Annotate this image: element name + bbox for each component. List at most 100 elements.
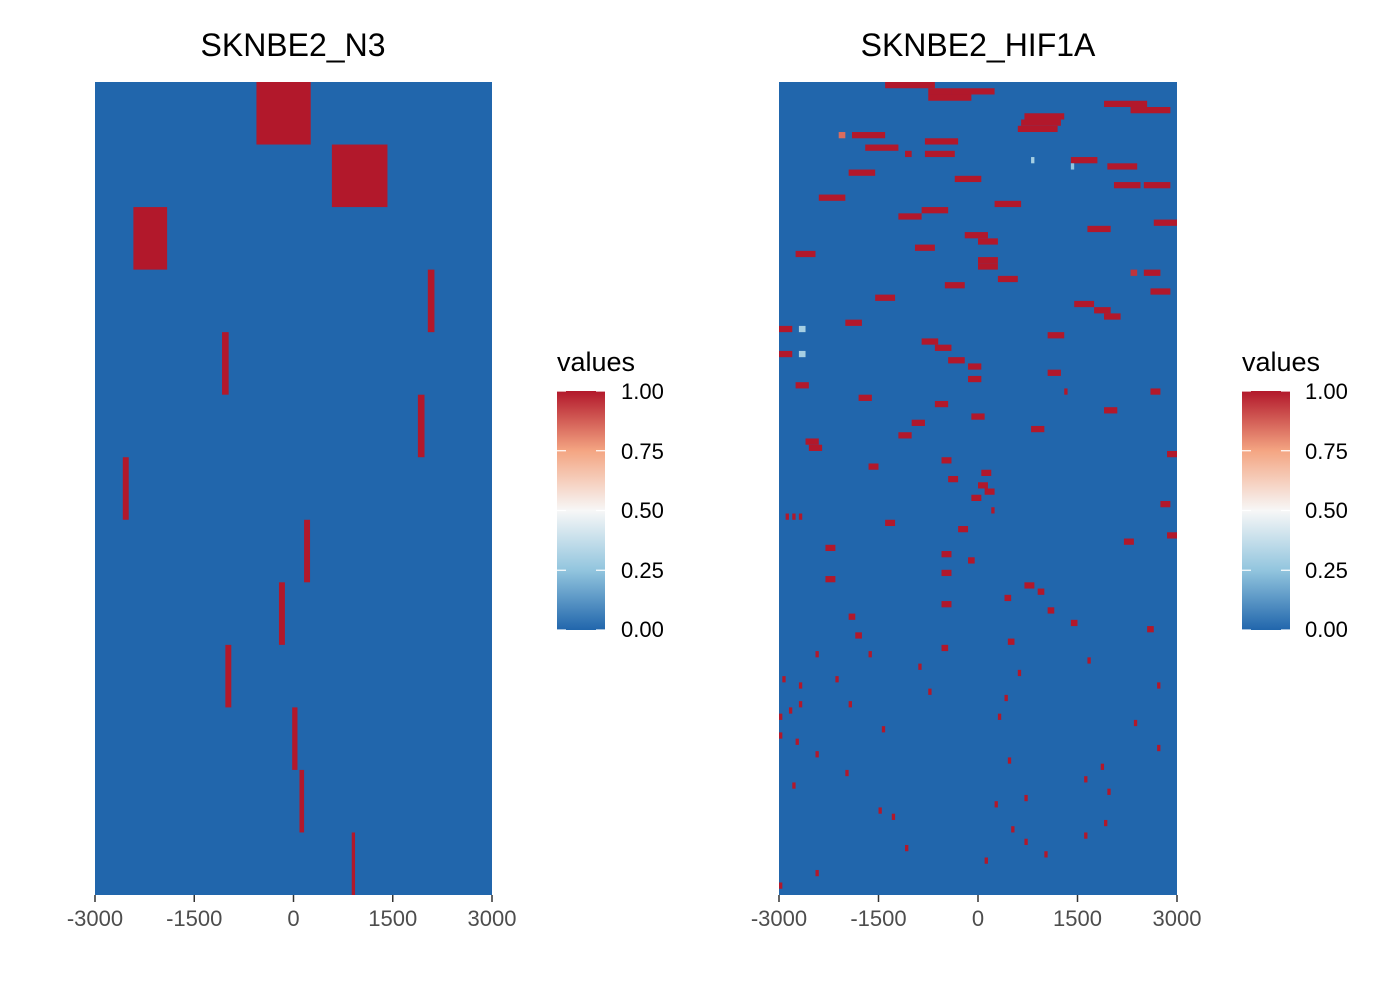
heatmap-cell — [868, 463, 879, 470]
heatmap-cell — [792, 513, 796, 520]
heatmap-cell — [845, 319, 862, 326]
heatmap-cell — [1104, 819, 1108, 827]
heatmap-cell — [815, 651, 819, 658]
heatmap-cell — [994, 801, 998, 808]
x-tick-label: -1500 — [166, 906, 222, 931]
heatmap-cell — [1064, 388, 1068, 395]
heatmap-cell — [818, 194, 846, 201]
heatmap-cell — [304, 519, 311, 583]
heatmap-cell — [928, 88, 952, 95]
x-tick-label: 3000 — [1153, 906, 1202, 931]
heatmap-cell — [968, 557, 975, 564]
x-tick-label: -3000 — [67, 906, 123, 931]
heatmap-cell — [978, 238, 998, 245]
heatmap-cell — [878, 807, 882, 814]
heatmap-cell — [928, 94, 972, 101]
heatmap-cell — [1143, 269, 1161, 276]
legend-label: 0.25 — [1305, 558, 1348, 583]
heatmap-cell — [798, 682, 803, 689]
heatmap-cell — [1024, 838, 1028, 845]
heatmap-cell — [1130, 107, 1171, 114]
heatmap-cell — [971, 413, 985, 420]
heatmap-cell — [427, 269, 435, 333]
heatmap-cell — [968, 363, 982, 370]
heatmap-cell — [1070, 619, 1078, 627]
heatmap-cell — [798, 513, 803, 520]
heatmap-cell — [1047, 369, 1061, 376]
x-axis: -3000 -1500 0 1500 3000 — [751, 895, 1202, 931]
heatmap-cell — [1104, 100, 1148, 108]
heatmap-cell — [417, 394, 425, 458]
heatmap-cell — [1157, 744, 1161, 752]
heatmap-cell — [785, 513, 789, 520]
panel-title: SKNBE2_HIF1A — [861, 27, 1096, 63]
heatmap-cell — [1021, 119, 1061, 126]
heatmap-cell — [1037, 588, 1045, 595]
x-tick-label: -1500 — [850, 906, 906, 931]
heatmap-cell — [851, 132, 886, 139]
legend-label: 0.25 — [621, 558, 664, 583]
heatmap-cell — [1024, 794, 1028, 802]
heatmap-cell — [944, 282, 965, 289]
heatmap-cell — [868, 651, 872, 658]
heatmap-cell — [1017, 669, 1022, 677]
heatmap-cell — [968, 375, 982, 383]
heatmap-cell — [1024, 582, 1035, 589]
heatmap-cell — [984, 857, 988, 864]
heatmap-cell — [885, 519, 896, 527]
legend-ticks — [557, 390, 605, 631]
heatmap-cell — [858, 394, 872, 401]
heatmap-cell — [222, 332, 229, 395]
heatmap-cell — [881, 726, 886, 733]
heatmap-cell — [1044, 851, 1048, 858]
panel-sknbe2-n3: SKNBE2_N3 -3000 -1500 0 1500 3000 — [67, 27, 517, 931]
x-tick-label: 3000 — [468, 906, 517, 931]
heatmap-cell — [1087, 225, 1111, 233]
legend-label: 1.00 — [621, 379, 664, 404]
heatmap-cell — [133, 207, 168, 270]
heatmap-cell — [1047, 607, 1055, 614]
heatmap-cell — [934, 400, 949, 408]
heatmap-cell — [122, 457, 129, 520]
heatmap-cell — [795, 738, 799, 745]
heatmap-cell — [1130, 269, 1138, 276]
heatmap-cell — [997, 275, 1018, 283]
legend-label: 0.00 — [621, 617, 664, 642]
heatmap-cell — [885, 82, 935, 89]
heatmap-cell — [798, 325, 806, 333]
heatmap-cell — [779, 325, 793, 333]
x-tick-label: 0 — [972, 906, 984, 931]
heatmap-cell — [964, 232, 988, 239]
heatmap-cell — [808, 444, 823, 451]
heatmap-cell — [779, 713, 783, 720]
heatmap-cell — [331, 144, 388, 208]
heatmap-cell — [1167, 450, 1177, 458]
panel-title: SKNBE2_N3 — [201, 27, 386, 63]
heatmap-cell — [351, 832, 356, 895]
legend-label: 0.00 — [1305, 617, 1348, 642]
heatmap-cell — [825, 544, 836, 552]
heatmap-cell — [1123, 538, 1134, 545]
legend-label: 0.75 — [1305, 439, 1348, 464]
heatmap-cell — [941, 601, 952, 608]
heatmap-cell — [941, 551, 952, 558]
legend-ticks — [1242, 390, 1290, 631]
heatmap-cell — [981, 469, 992, 476]
heatmap-cell — [1024, 113, 1065, 120]
heatmap-cell — [1113, 182, 1141, 189]
heatmap-cell — [278, 582, 285, 645]
heatmap-cell — [1157, 682, 1161, 689]
heatmap-background — [95, 82, 492, 895]
heatmap-cell — [971, 494, 982, 501]
heatmap-cell — [1084, 832, 1088, 839]
heatmap-cell — [941, 569, 952, 577]
heatmap-cell — [1070, 157, 1098, 164]
heatmap-cell — [1007, 757, 1012, 764]
heatmap-cell — [991, 507, 995, 514]
heatmap-cell — [934, 344, 952, 351]
heatmap-cell — [948, 357, 965, 364]
panel-sknbe2-hif1a: SKNBE2_HIF1A -3000 -1500 0 1500 3000 — [751, 27, 1202, 931]
heatmap-cell — [1011, 826, 1015, 833]
